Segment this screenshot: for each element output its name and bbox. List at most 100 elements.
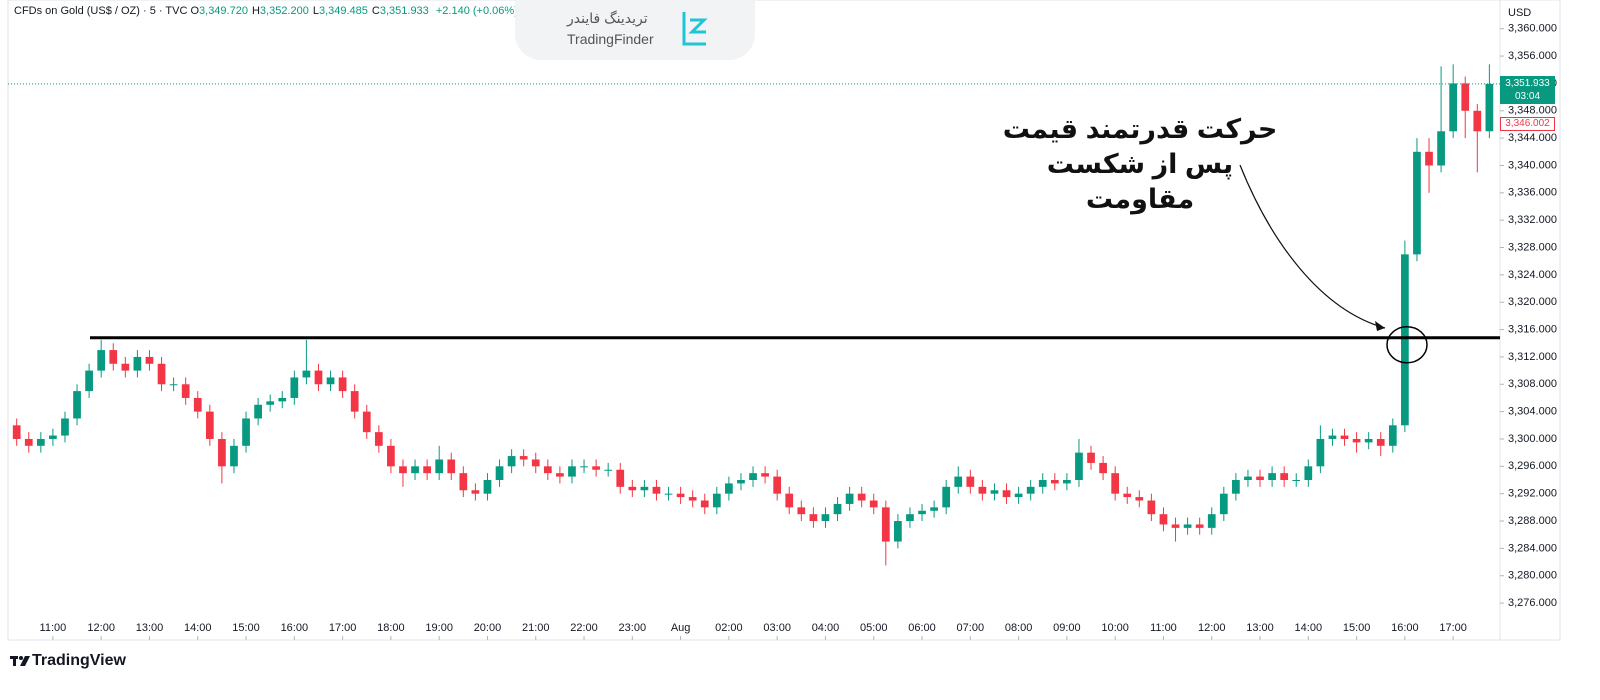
candle-body xyxy=(459,473,468,491)
candle-body xyxy=(435,459,444,474)
x-tick-label: 15:00 xyxy=(1343,622,1371,634)
candle-body xyxy=(918,510,926,515)
candle-body xyxy=(121,363,130,371)
candle-body xyxy=(1087,452,1095,463)
candle-body xyxy=(314,370,323,385)
x-tick-label: 14:00 xyxy=(1295,622,1323,634)
y-tick-label: 3,356.000 xyxy=(1508,50,1557,62)
ohlc-key: L xyxy=(312,5,319,17)
candle-body xyxy=(954,476,963,487)
y-tick-label: 3,344.000 xyxy=(1508,132,1557,144)
candle-body xyxy=(700,500,709,508)
candle-body xyxy=(688,497,697,501)
candle-body xyxy=(447,459,456,474)
candle-body xyxy=(1075,452,1083,480)
candle-body xyxy=(1063,480,1071,484)
y-tick-label: 3,336.000 xyxy=(1508,187,1557,199)
annotation-arrow xyxy=(1239,164,1386,329)
candle-body xyxy=(1038,480,1047,487)
candle-body xyxy=(254,404,262,419)
ohlc: O3,349.720 H3,352.200 L3,349.485 C3,351.933 xyxy=(190,5,432,17)
x-tick-label: 19:00 xyxy=(425,622,453,634)
candle-body xyxy=(785,493,794,508)
candle-body xyxy=(531,459,540,467)
marker-price-label: 3,346.002 xyxy=(1500,117,1555,132)
candle-body xyxy=(1425,151,1433,166)
x-tick-label: 05:00 xyxy=(860,622,888,634)
x-tick-label: 20:00 xyxy=(474,622,502,634)
x-tick-label: 14:00 xyxy=(184,622,212,634)
candle-body xyxy=(652,486,661,494)
last-price-value: 3,351.933 xyxy=(1505,77,1550,89)
candle-body xyxy=(362,411,371,433)
x-tick-label: 17:00 xyxy=(329,622,357,634)
candle-body xyxy=(181,384,190,398)
watermark-logo xyxy=(682,12,708,46)
candle-body xyxy=(1268,473,1276,480)
candle-body xyxy=(109,350,118,364)
candle-body xyxy=(73,391,81,419)
y-tick-label: 3,296.000 xyxy=(1508,460,1557,472)
candle-body xyxy=(1014,493,1023,498)
candle-body xyxy=(1183,524,1192,528)
candle-body xyxy=(1364,438,1373,443)
x-tick-label: 11:00 xyxy=(40,622,67,634)
candle-body xyxy=(302,370,311,378)
candle-body xyxy=(821,514,830,522)
candle-body xyxy=(857,493,866,501)
candle-body xyxy=(761,473,769,477)
y-tick-label: 3,288.000 xyxy=(1508,515,1557,527)
x-tick-label: 13:00 xyxy=(136,622,164,634)
candle-body xyxy=(1232,480,1240,494)
y-tick-label: 3,324.000 xyxy=(1508,269,1557,281)
candle-body xyxy=(1207,514,1216,528)
watermark: تریدینگ فایندر TradingFinder xyxy=(515,0,755,60)
candle-body xyxy=(1026,486,1035,494)
x-tick-label: 12:00 xyxy=(87,622,115,634)
x-tick-label: 04:00 xyxy=(812,622,840,634)
watermark-persian: تریدینگ فایندر xyxy=(567,10,648,26)
candle-body xyxy=(1135,497,1144,501)
candle-body xyxy=(930,507,938,511)
x-tick-label: 10:00 xyxy=(1101,622,1129,634)
y-tick-label: 3,316.000 xyxy=(1508,323,1557,335)
x-tick-label: 16:00 xyxy=(1391,622,1419,634)
candle-body xyxy=(580,466,588,468)
x-tick-label: 02:00 xyxy=(715,622,743,634)
candle-body xyxy=(773,476,782,494)
ohlc-value: 3,349.720 xyxy=(199,5,248,17)
candle-body xyxy=(133,356,142,371)
candle-body xyxy=(1437,131,1445,166)
candle-body xyxy=(978,486,987,494)
chart-frame xyxy=(7,0,1561,641)
symbol: CFDs on Gold (US$ / OZ) · 5 · TVC xyxy=(14,5,188,17)
annotation-line: مقاومت xyxy=(1085,184,1195,214)
candle-body xyxy=(97,350,106,371)
ohlc-value: 3,351.933 xyxy=(379,5,429,17)
candle-body xyxy=(737,480,745,484)
candle-body xyxy=(906,514,914,522)
candle-body xyxy=(12,425,21,439)
y-tick-label: 3,312.000 xyxy=(1508,351,1557,363)
candle-body xyxy=(592,466,600,470)
x-tick-label: 08:00 xyxy=(1005,622,1033,634)
x-tick-label: 21:00 xyxy=(522,622,550,634)
candle-body xyxy=(1147,500,1156,515)
x-tick-label: 12:00 xyxy=(1198,622,1226,634)
candle-body xyxy=(712,493,721,508)
candle-body xyxy=(205,411,214,439)
candle-body xyxy=(266,401,275,405)
y-tick-label: 3,320.000 xyxy=(1508,296,1557,308)
candle-body xyxy=(423,466,431,474)
candle-body xyxy=(495,466,504,480)
y-tick-label: 3,284.000 xyxy=(1508,542,1557,554)
y-tick-label: 3,304.000 xyxy=(1508,406,1557,418)
candle-body xyxy=(61,418,69,436)
candle-body xyxy=(628,486,637,491)
candle-body xyxy=(290,377,299,398)
candle-body xyxy=(1316,438,1325,467)
candle-body xyxy=(85,370,93,392)
x-tick-label: 23:00 xyxy=(619,622,647,634)
x-tick-label: 06:00 xyxy=(908,622,936,634)
